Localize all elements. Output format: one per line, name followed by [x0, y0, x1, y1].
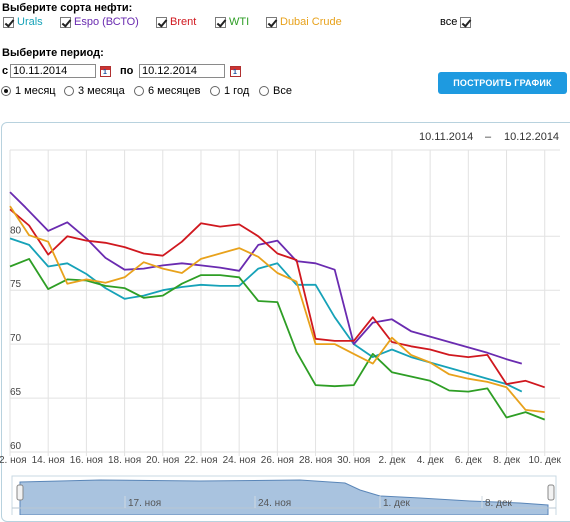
- y-tick-label: 80: [10, 225, 22, 236]
- radio-3-months[interactable]: 3 месяца: [64, 85, 125, 97]
- checkbox-dubai[interactable]: Dubai Crude: [266, 15, 342, 29]
- checkbox-box[interactable]: [60, 16, 71, 28]
- series-line-espo[interactable]: [9, 191, 523, 365]
- x-tick-label: 28. ноя: [299, 455, 332, 466]
- oil-types-row: Urals Espo (ВСТО) Brent WTI Dubai Crude …: [3, 15, 563, 31]
- chart-grid: [9, 149, 560, 456]
- radio-button[interactable]: [134, 86, 144, 96]
- y-tick-label: 75: [10, 279, 22, 290]
- x-tick-label: 24. ноя: [223, 455, 256, 466]
- radio-6-months[interactable]: 6 месяцев: [134, 85, 200, 97]
- x-tick-label: 26. ноя: [261, 455, 294, 466]
- series-line-dubai-crude[interactable]: [9, 205, 545, 413]
- navigator-area: [19, 479, 549, 515]
- checkbox-box[interactable]: [460, 16, 472, 28]
- radio-button[interactable]: [1, 86, 11, 96]
- checkbox-box[interactable]: [156, 16, 167, 28]
- x-tick-label: 30. ноя: [337, 455, 370, 466]
- checkbox-label-all: все: [440, 16, 458, 28]
- y-tick-label: 65: [10, 387, 22, 398]
- x-tick-label: 4. дек: [417, 455, 445, 466]
- radio-label: Все: [273, 85, 292, 97]
- series-line-brent[interactable]: [9, 208, 545, 389]
- checkbox-brent[interactable]: Brent: [156, 15, 196, 29]
- radio-label: 6 месяцев: [148, 85, 201, 97]
- checkbox-label-espo: Espo (ВСТО): [74, 16, 139, 28]
- radio-button[interactable]: [64, 86, 74, 96]
- x-tick-label: 8. дек: [493, 455, 521, 466]
- navigator-label: 24. ноя: [258, 498, 291, 509]
- range-navigator[interactable]: 17. ноя 24. ноя 1. дек 8. дек: [11, 475, 557, 515]
- radio-button[interactable]: [259, 86, 269, 96]
- chart-period-start: 10.11.2014: [419, 131, 474, 143]
- navigator-right-handle[interactable]: [547, 484, 555, 501]
- x-tick-label: 10. дек: [528, 455, 561, 466]
- navigator-label: 1. дек: [383, 498, 411, 509]
- build-chart-button[interactable]: ПОСТРОИТЬ ГРАФИК: [438, 72, 567, 94]
- x-tick-label: 6. дек: [455, 455, 483, 466]
- navigator-labels: 17. ноя 24. ноя 1. дек 8. дек: [124, 496, 513, 509]
- from-label: с: [2, 65, 9, 77]
- x-axis-labels: 12. ноя 14. ноя 16. ноя 18. ноя 20. ноя 22. н…: [0, 455, 562, 466]
- checkbox-label-dubai: Dubai Crude: [280, 16, 342, 28]
- x-tick-label: 12. ноя: [0, 455, 27, 466]
- checkbox-box[interactable]: [3, 16, 14, 28]
- checkbox-wti[interactable]: WTI: [215, 15, 249, 29]
- calendar-icon[interactable]: [230, 66, 241, 77]
- radio-label: 1 год: [224, 85, 250, 97]
- checkbox-label-urals: Urals: [17, 16, 43, 28]
- to-label: по: [120, 65, 134, 77]
- x-tick-label: 22. ноя: [184, 455, 217, 466]
- radio-1-month[interactable]: 1 месяц: [1, 85, 56, 97]
- chart-period-end: 10.12.2014: [504, 131, 560, 143]
- x-tick-label: 16. ноя: [70, 455, 103, 466]
- x-tick-label: 20. ноя: [146, 455, 179, 466]
- checkbox-urals[interactable]: Urals: [3, 15, 43, 29]
- x-tick-label: 18. ноя: [108, 455, 141, 466]
- radio-label: 3 месяца: [78, 85, 125, 97]
- from-date-input[interactable]: [10, 64, 96, 78]
- chart-period-dash: –: [485, 131, 492, 143]
- y-axis-labels: 60 65 70 75 80: [10, 225, 22, 452]
- checkbox-box[interactable]: [215, 16, 226, 28]
- checkbox-box[interactable]: [266, 16, 277, 28]
- checkbox-espo[interactable]: Espo (ВСТО): [60, 15, 139, 29]
- radio-label: 1 месяц: [15, 85, 56, 97]
- x-tick-label: 14. ноя: [32, 455, 65, 466]
- checkbox-label-brent: Brent: [170, 16, 197, 28]
- y-tick-label: 70: [10, 333, 22, 344]
- checkbox-all[interactable]: все: [440, 15, 474, 29]
- period-title: Выберите период:: [2, 47, 104, 59]
- navigator-label: 8. дек: [485, 498, 513, 509]
- series-line-wti[interactable]: [9, 257, 546, 421]
- radio-all[interactable]: Все: [259, 85, 292, 97]
- navigator-label: 17. ноя: [128, 498, 161, 509]
- to-date-input[interactable]: [139, 64, 225, 78]
- navigator-left-handle[interactable]: [16, 484, 24, 501]
- calendar-icon[interactable]: [100, 66, 111, 77]
- y-tick-label: 60: [10, 441, 22, 452]
- x-tick-label: 2. дек: [378, 455, 406, 466]
- chart-series: [9, 191, 546, 421]
- checkbox-label-wti: WTI: [229, 16, 250, 28]
- radio-1-year[interactable]: 1 год: [210, 85, 249, 97]
- radio-button[interactable]: [210, 86, 220, 96]
- oil-types-title: Выберите сорта нефти:: [2, 2, 133, 14]
